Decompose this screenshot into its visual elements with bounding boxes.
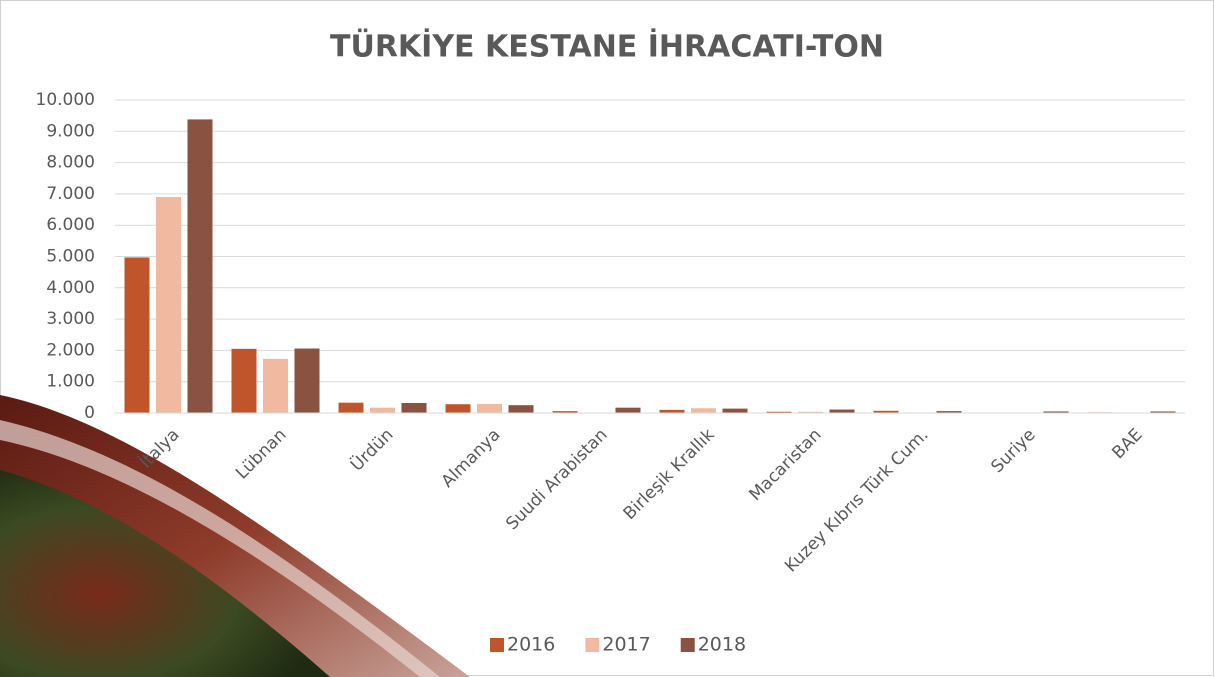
bar [552,411,578,413]
bar [1150,411,1176,413]
legend-label: 2018 [698,634,746,656]
legend-swatch [490,638,504,652]
y-tick-label: 4.000 [46,278,95,298]
bar [873,410,899,413]
bar [445,404,471,413]
bar [1043,411,1069,413]
bar [477,403,502,413]
chart-title: TÜRKİYE KESTANE İHRACATI-TON [330,28,884,65]
legend-label: 2017 [602,634,650,656]
decor-band [0,420,440,677]
bar [722,408,748,413]
legend-swatch [585,638,600,652]
legend-swatch [680,638,695,652]
bar [263,358,288,413]
bar [294,348,320,413]
bar [231,348,257,413]
bar [370,407,395,413]
bar [187,119,213,413]
y-tick-label: 3.000 [46,309,95,329]
bar [508,405,534,413]
y-tick-label: 6.000 [46,215,95,235]
y-tick-label: 0 [84,403,95,423]
bar [766,411,792,413]
bar [659,409,685,413]
bar [124,257,150,413]
y-tick-label: 8.000 [46,153,95,173]
bar [338,402,364,413]
bar [615,407,641,413]
y-tick-label: 5.000 [46,247,95,267]
y-tick-label: 10.000 [36,90,95,110]
bar [401,402,427,413]
bar [798,411,823,413]
y-tick-label: 9.000 [46,121,95,141]
bar [936,411,962,413]
decor-chestnut [0,470,330,677]
y-tick-label: 1.000 [46,372,95,392]
bar [691,408,716,413]
bar [156,197,181,413]
bar [829,409,855,413]
y-tick-label: 2.000 [46,340,95,360]
y-tick-label: 7.000 [46,184,95,204]
legend-label: 2016 [507,634,555,656]
